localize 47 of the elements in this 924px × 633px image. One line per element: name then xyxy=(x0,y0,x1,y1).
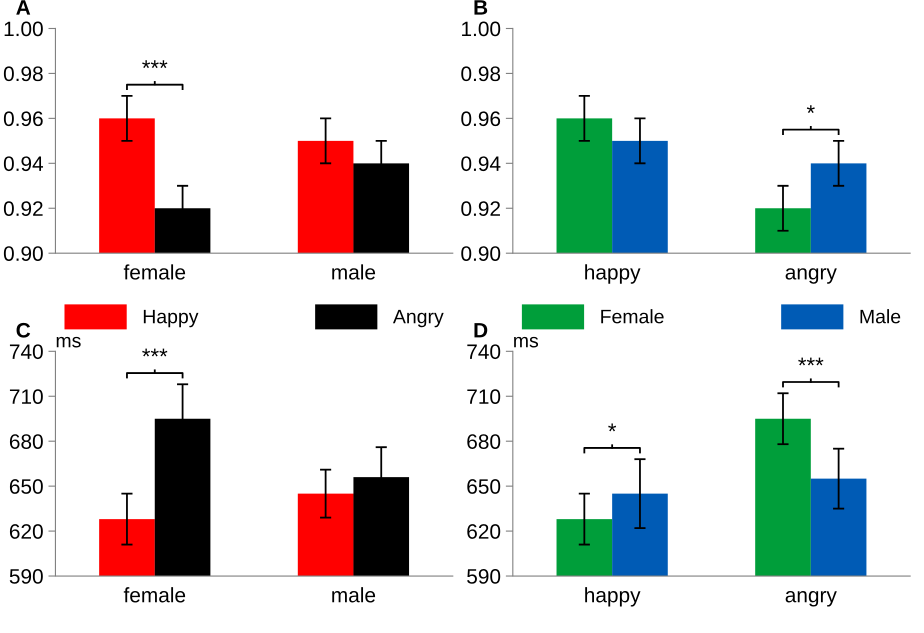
legend-label: Male xyxy=(860,309,900,324)
y-tick-label: 0.98 xyxy=(4,66,43,82)
y-axis-title: ms xyxy=(514,336,538,348)
legend-label: Happy xyxy=(144,310,198,328)
y-tick-label: 0.98 xyxy=(461,66,500,82)
y-tick-label: 1.00 xyxy=(462,21,500,36)
chart-title: C xyxy=(16,322,30,338)
y-tick-label: 0.92 xyxy=(4,201,43,216)
y-tick-label: 1.00 xyxy=(4,21,43,36)
annotation: * xyxy=(608,424,616,432)
y-tick-label: 590 xyxy=(10,569,43,584)
x-tick-label: female xyxy=(124,587,186,602)
x-tick-label: male xyxy=(332,264,376,280)
y-tick-label: 710 xyxy=(10,389,43,404)
annotation: * xyxy=(806,105,815,114)
x-tick-label: happy xyxy=(585,587,640,607)
annotation: *** xyxy=(142,60,168,68)
x-tick-label: happy xyxy=(585,264,640,284)
y-tick-label: 0.96 xyxy=(4,111,43,126)
y-tick-label: 620 xyxy=(10,524,43,539)
legend-label: Female xyxy=(601,309,664,324)
y-tick-label: 740 xyxy=(467,344,500,360)
y-axis-title: ms xyxy=(56,336,81,348)
annotation: *** xyxy=(142,348,168,356)
y-tick-label: 740 xyxy=(10,344,43,360)
chart-title: D xyxy=(474,323,488,338)
x-tick-label: male xyxy=(332,587,376,602)
y-tick-label: 0.96 xyxy=(461,111,500,126)
x-tick-label: female xyxy=(124,264,186,280)
y-tick-label: 620 xyxy=(467,524,500,539)
y-tick-label: 650 xyxy=(467,479,500,494)
y-tick-label: 0.90 xyxy=(461,246,500,261)
y-tick-label: 0.94 xyxy=(461,156,500,172)
y-tick-label: 680 xyxy=(10,434,43,449)
y-tick-label: 710 xyxy=(467,389,500,404)
y-tick-label: 0.90 xyxy=(4,246,43,261)
x-tick-label: angry xyxy=(786,268,837,284)
y-tick-label: 590 xyxy=(467,569,500,584)
annotation: *** xyxy=(798,358,824,366)
y-tick-label: 680 xyxy=(467,434,500,449)
chart-title: A xyxy=(16,0,30,15)
y-tick-label: 0.94 xyxy=(4,156,44,172)
x-tick-label: angry xyxy=(786,591,837,607)
y-tick-label: 0.92 xyxy=(461,201,500,216)
y-tick-label: 650 xyxy=(10,479,43,494)
chart-title: B xyxy=(474,0,488,15)
legend-label: Angry xyxy=(392,310,444,328)
